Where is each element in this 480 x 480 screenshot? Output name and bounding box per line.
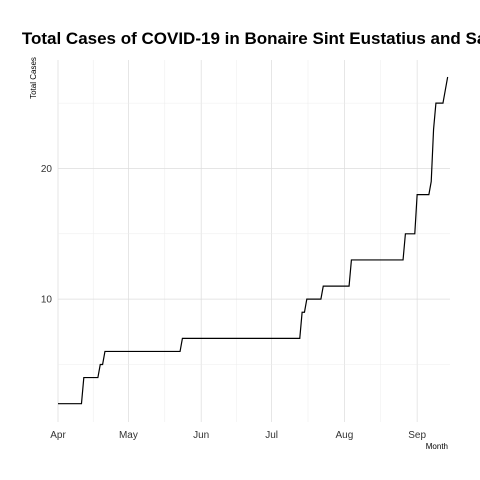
y-axis-ticks: 10 20 xyxy=(41,164,53,306)
grid xyxy=(57,60,450,422)
y-tick-label: 20 xyxy=(41,164,53,175)
x-axis-ticks: Apr May Jun Jul Aug Sep xyxy=(50,430,426,441)
x-tick-label: Jun xyxy=(193,430,209,441)
series-group xyxy=(58,76,449,405)
x-tick-label: Sep xyxy=(408,430,426,441)
chart-title: Total Cases of COVID-19 in Bonaire Sint … xyxy=(22,29,480,48)
x-axis-label: Month xyxy=(426,442,448,451)
x-tick-label: Apr xyxy=(50,430,66,441)
y-tick-label: 10 xyxy=(41,295,53,306)
series-line xyxy=(58,76,449,405)
y-axis-label: Total Cases xyxy=(29,57,38,99)
x-tick-label: Aug xyxy=(335,430,353,441)
x-tick-label: May xyxy=(119,430,138,441)
x-tick-label: Jul xyxy=(265,430,278,441)
